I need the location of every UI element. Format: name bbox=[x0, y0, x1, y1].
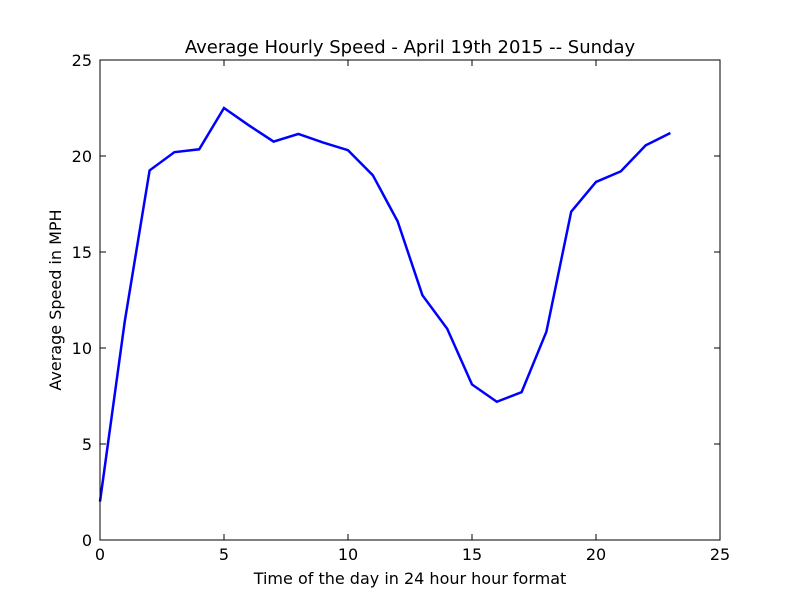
y-tick-label: 0 bbox=[82, 531, 92, 550]
chart-title: Average Hourly Speed - April 19th 2015 -… bbox=[185, 37, 636, 58]
x-tick-label: 20 bbox=[586, 545, 606, 564]
x-tick-label: 25 bbox=[710, 545, 730, 564]
x-tick-label: 15 bbox=[462, 545, 482, 564]
x-tick-label: 10 bbox=[338, 545, 358, 564]
x-tick-label: 5 bbox=[219, 545, 229, 564]
plot-area bbox=[100, 60, 720, 540]
y-tick-label: 20 bbox=[72, 147, 92, 166]
plot-frame bbox=[99, 59, 721, 541]
y-axis-label: Average Speed in MPH bbox=[46, 209, 65, 390]
x-axis-label: Time of the day in 24 hour hour format bbox=[253, 569, 567, 588]
series-line bbox=[98, 106, 671, 502]
series-group bbox=[98, 106, 671, 502]
axis-tick-labels: 0 5 10 15 20 25 0 5 10 15 20 25 bbox=[72, 51, 731, 564]
x-tick-label: 0 bbox=[95, 545, 105, 564]
y-tick-label: 10 bbox=[72, 339, 92, 358]
y-tick-label: 25 bbox=[72, 51, 92, 70]
y-tick-label: 15 bbox=[72, 243, 92, 262]
y-tick-label: 5 bbox=[82, 435, 92, 454]
